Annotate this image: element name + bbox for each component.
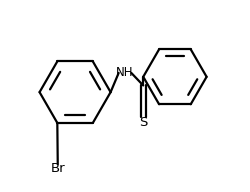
Text: Br: Br [50,162,65,175]
Text: NH: NH [116,66,134,79]
Text: S: S [139,116,147,129]
